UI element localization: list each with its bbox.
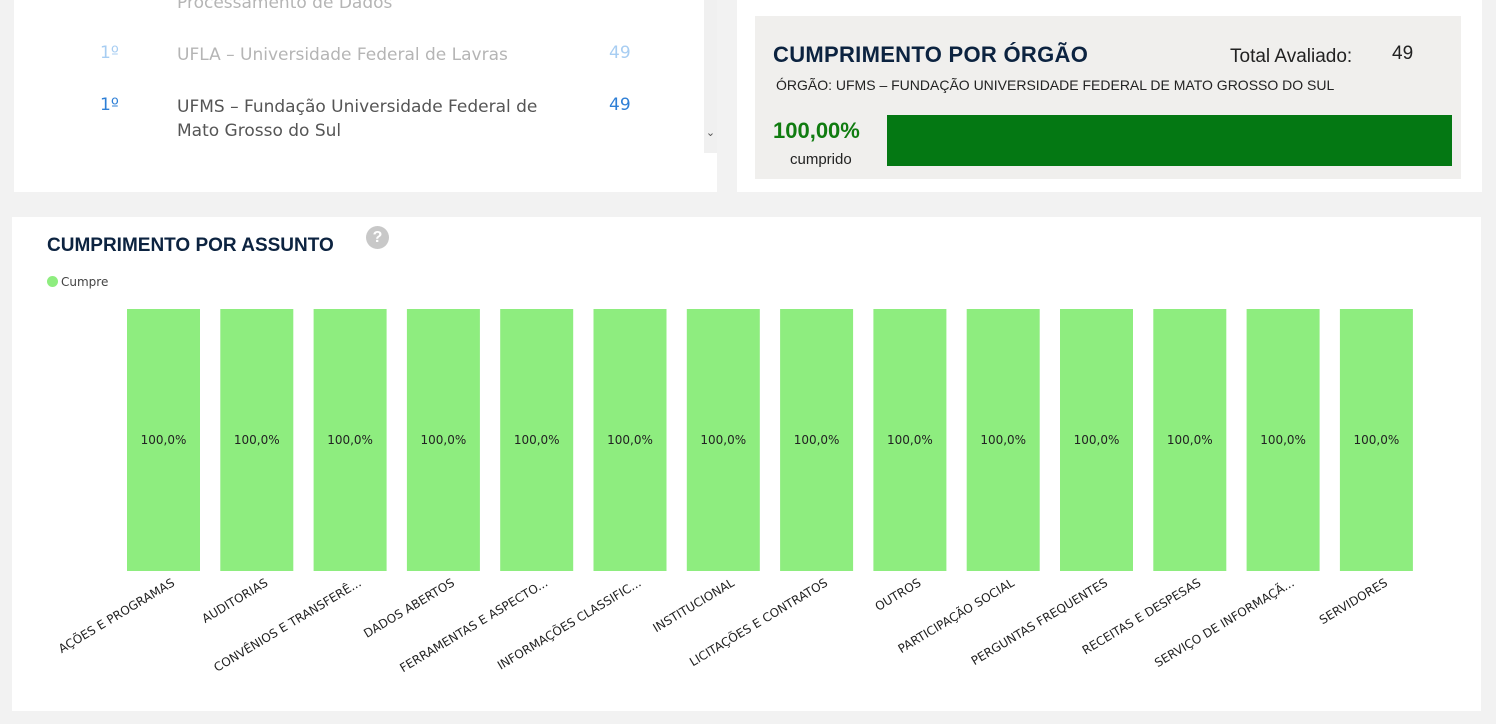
ranking-org-name: UFMS – Fundação Universidade Federal de …	[177, 97, 538, 141]
legend-dot-icon	[47, 276, 58, 287]
bar[interactable]	[313, 309, 387, 571]
bar[interactable]	[593, 309, 667, 571]
bar[interactable]	[686, 309, 760, 571]
orgao-title: CUMPRIMENTO POR ÓRGÃO	[773, 42, 1089, 67]
legend-label: Cumpre	[61, 275, 109, 289]
bar-value-label: 100,0%	[1074, 433, 1120, 447]
percent-value: 100,00%	[773, 118, 860, 143]
bar-value-label: 100,0%	[1354, 433, 1400, 447]
bar[interactable]	[1339, 309, 1413, 571]
assunto-panel: 100,0% AÇÕES E PROGRAMAS 100,0% AUDITORIAS 1…	[12, 217, 1481, 711]
orgao-name: ÓRGÃO: UFMS – FUNDAÇÃO UNIVERSIDADE FEDE…	[776, 77, 1335, 93]
total-avaliado-label: Total Avaliado:	[1230, 46, 1353, 67]
bar-value-label: 100,0%	[887, 433, 933, 447]
category-label: SERVIDORES	[1317, 576, 1390, 628]
bar-value-label: 100,0%	[794, 433, 840, 447]
bar-value-label: 100,0%	[421, 433, 467, 447]
bar[interactable]	[873, 309, 947, 571]
total-avaliado-value: 49	[1392, 43, 1414, 64]
bar-value-label: 100,0%	[514, 433, 560, 447]
assunto-title: CUMPRIMENTO POR ASSUNTO	[47, 235, 334, 256]
bar[interactable]	[780, 309, 854, 571]
bar[interactable]	[966, 309, 1040, 571]
bar-value-label: 100,0%	[700, 433, 746, 447]
orgao-panel: CUMPRIMENTO POR ÓRGÃO Total Avaliado: 49…	[737, 0, 1482, 192]
percent-caption: cumprido	[790, 151, 852, 168]
bar-value-label: 100,0%	[1167, 433, 1213, 447]
help-icon[interactable]: ?	[366, 226, 389, 249]
category-label: AÇÕES E PROGRAMAS	[55, 575, 177, 656]
category-label: FERRAMENTAS E ASPECTO...	[397, 576, 550, 676]
bar-value-label: 100,0%	[1260, 433, 1306, 447]
ranking-org-name: UFLA – Universidade Federal de Lavras	[177, 45, 508, 65]
category-label: CONVÊNIOS E TRANSFERÊ...	[211, 575, 364, 675]
ranking-list[interactable]: Processamento de Dados 1º UFLA – Univers…	[14, 0, 717, 153]
category-label: AUDITORIAS	[199, 576, 270, 626]
category-label: INFORMAÇÕES CLASSIFIC...	[494, 575, 643, 673]
orgao-card: CUMPRIMENTO POR ÓRGÃO Total Avaliado: 49…	[755, 16, 1461, 179]
ranking-value: 49	[609, 43, 631, 63]
ranking-panel: Processamento de Dados 1º UFLA – Univers…	[14, 0, 717, 192]
ranking-org-name: Processamento de Dados	[177, 0, 393, 13]
scroll-down-icon[interactable]: ⌄	[705, 127, 716, 139]
bar[interactable]	[220, 309, 294, 571]
bar[interactable]	[1153, 309, 1227, 571]
bar[interactable]	[1246, 309, 1320, 571]
chart-legend[interactable]: Cumpre	[47, 275, 108, 289]
category-label: DADOS ABERTOS	[361, 576, 457, 641]
bar-value-label: 100,0%	[980, 433, 1026, 447]
category-label: INSTITUCIONAL	[650, 575, 737, 635]
bar[interactable]	[127, 309, 200, 571]
bar-value-label: 100,0%	[141, 433, 187, 447]
bar-value-label: 100,0%	[234, 433, 280, 447]
bar-value-label: 100,0%	[327, 433, 373, 447]
ranking-value: 49	[609, 95, 631, 115]
ranking-position: 1º	[100, 95, 119, 115]
bar[interactable]	[500, 309, 574, 571]
assunto-bar-chart: 100,0% AÇÕES E PROGRAMAS 100,0% AUDITORIAS 1…	[55, 309, 1413, 676]
ranking-scrollbar[interactable]: ⌄	[704, 0, 717, 153]
percent-bar-track	[887, 115, 1452, 166]
bar-value-label: 100,0%	[607, 433, 653, 447]
bar[interactable]	[406, 309, 480, 571]
ranking-position: 1º	[100, 43, 119, 63]
percent-bar-fill	[887, 115, 1452, 166]
bar[interactable]	[1060, 309, 1133, 571]
category-label: OUTROS	[873, 576, 924, 614]
